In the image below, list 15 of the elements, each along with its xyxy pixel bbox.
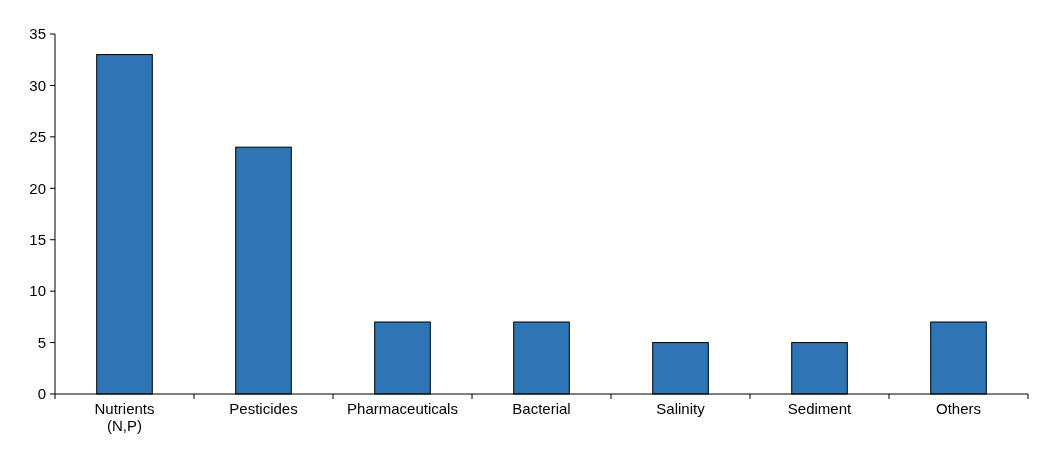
y-tick-label: 10 xyxy=(29,282,46,300)
y-tick-label: 5 xyxy=(37,333,46,351)
y-tick-label: 0 xyxy=(37,385,46,403)
x-tick-label: Bacterial xyxy=(512,400,571,417)
x-tick-label: Sediment xyxy=(787,400,853,417)
y-tick-label: 30 xyxy=(29,76,46,94)
x-tick-label: Others xyxy=(935,400,982,417)
y-tick-label: 25 xyxy=(29,128,46,146)
y-tick-label: 20 xyxy=(29,179,46,197)
y-tick-label: 35 xyxy=(29,25,46,43)
x-tick-label: Pharmaceuticals xyxy=(347,400,458,417)
x-tick-label: Pesticides xyxy=(229,400,298,417)
x-tick-label: Nutrients (N,P) xyxy=(94,400,155,435)
y-tick-label: 15 xyxy=(29,230,46,248)
x-tick-label: Salinity xyxy=(656,400,706,417)
